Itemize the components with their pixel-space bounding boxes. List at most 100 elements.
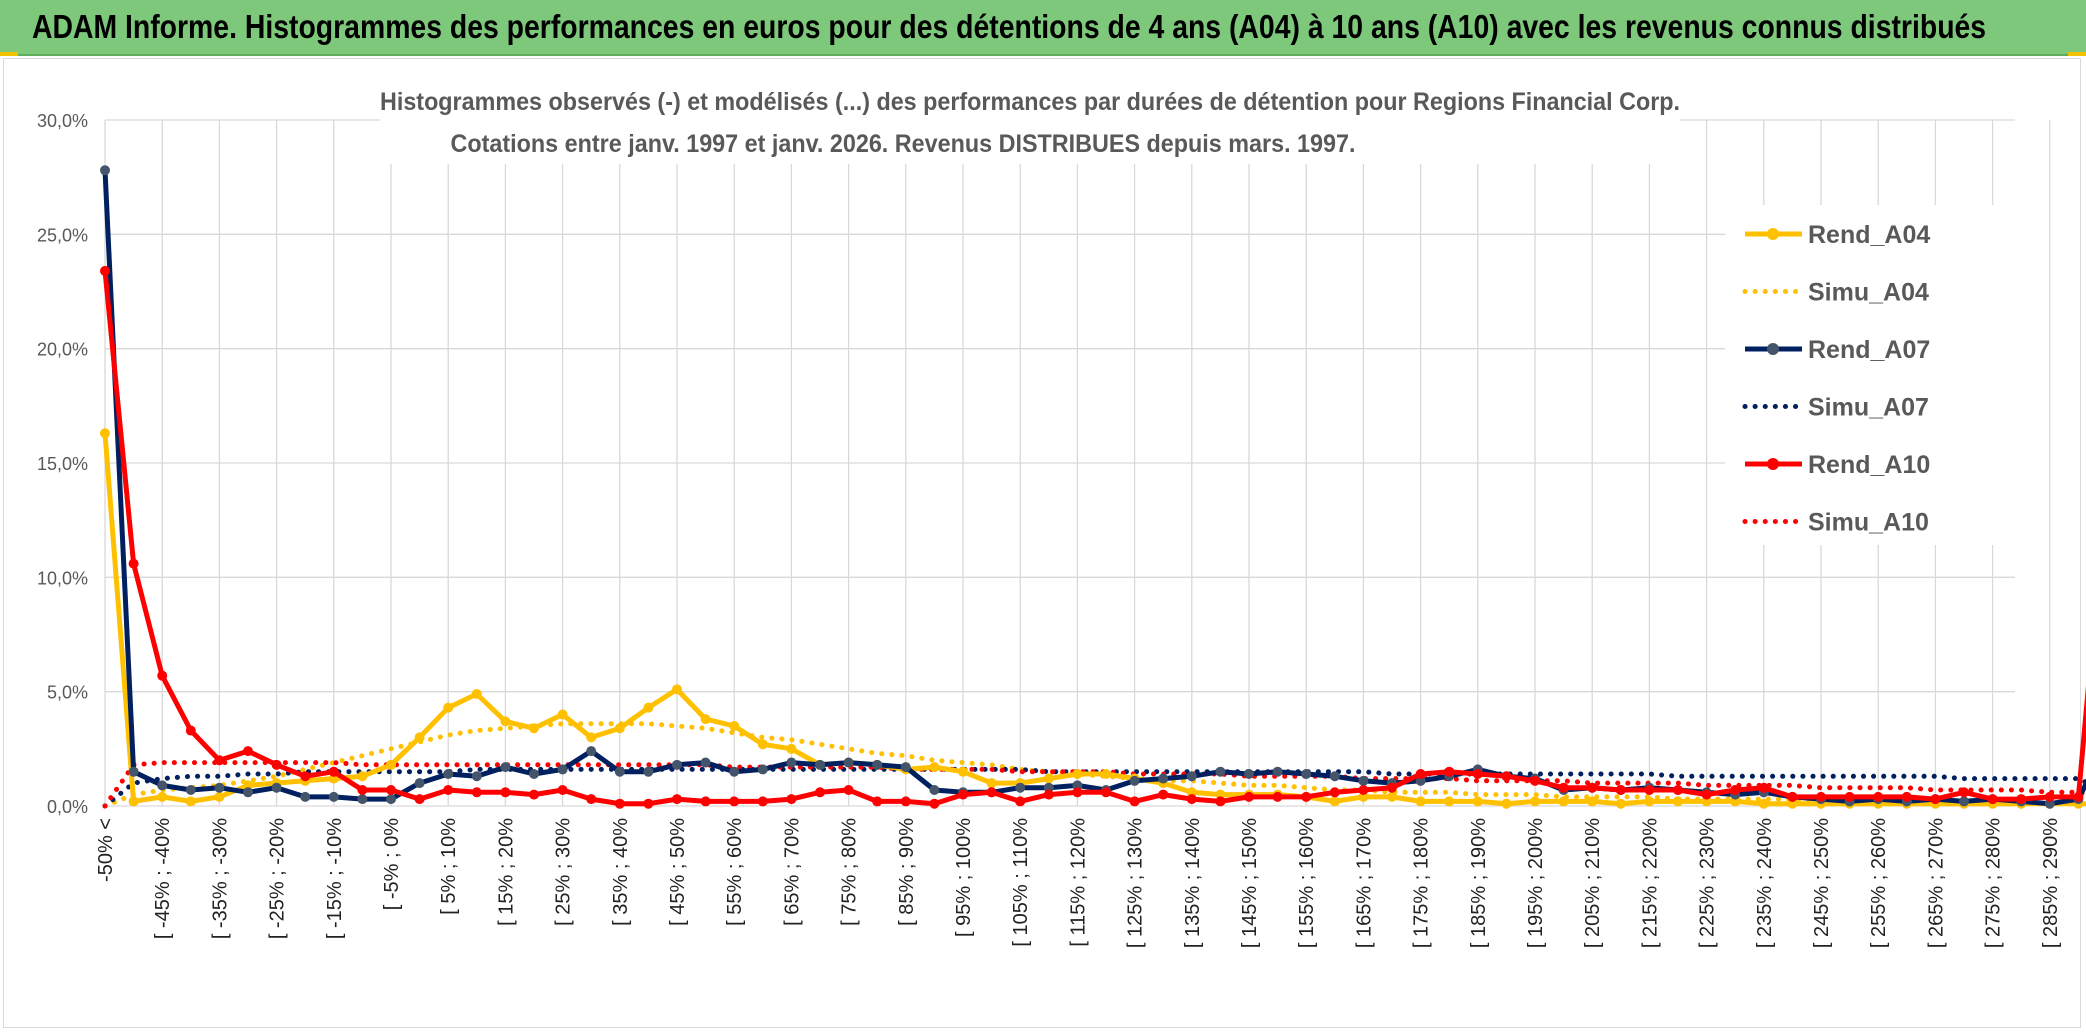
- data-point: [958, 789, 968, 800]
- data-point: [1701, 796, 1712, 807]
- legend-marker: [1767, 458, 1779, 470]
- data-point: [471, 688, 482, 699]
- x-tick-label: [ -45% ; -40%: [152, 818, 174, 939]
- data-point: [614, 798, 625, 809]
- data-point: [1644, 796, 1655, 807]
- data-point: [414, 778, 425, 789]
- x-tick-label: [ -5% ; 0%: [381, 818, 403, 910]
- data-point: [1901, 791, 1912, 802]
- x-tick-label: [ 145% ; 150%: [1239, 818, 1261, 948]
- data-point: [157, 791, 168, 802]
- data-point: [643, 798, 654, 809]
- legend-label: Rend_A10: [1808, 451, 1930, 479]
- chart-subtitle: Cotations entre janv. 1997 et janv. 2026…: [451, 130, 1356, 158]
- legend-label: Rend_A07: [1808, 336, 1930, 364]
- data-point: [1186, 771, 1197, 782]
- legend-marker: [1767, 228, 1779, 240]
- x-tick-label: [ 95% ; 100%: [953, 818, 975, 937]
- data-point: [1987, 794, 1998, 805]
- banner-title: ADAM Informe. Histogrammes des performan…: [32, 8, 1987, 45]
- legend-label: Simu_A04: [1808, 279, 1929, 307]
- y-tick-label: 20,0%: [37, 340, 88, 360]
- data-point: [1530, 775, 1540, 786]
- data-point: [757, 739, 768, 750]
- data-point: [100, 165, 110, 176]
- y-tick-label: 5,0%: [47, 683, 88, 703]
- data-point: [2044, 791, 2055, 802]
- data-point: [1329, 796, 1340, 807]
- data-point: [328, 791, 339, 802]
- series-group: [100, 165, 2086, 809]
- x-tick-label: [ 45% ; 50%: [667, 818, 689, 926]
- data-point: [1301, 791, 1312, 802]
- data-point: [1387, 791, 1397, 802]
- data-point: [1787, 798, 1798, 809]
- x-tick-label: [ 15% ; 20%: [495, 818, 517, 926]
- data-point: [643, 766, 654, 777]
- data-point: [1644, 784, 1655, 795]
- series-line: [102, 721, 2086, 809]
- data-point: [443, 768, 454, 779]
- data-point: [1101, 768, 1111, 779]
- data-point: [586, 794, 597, 805]
- data-point: [529, 723, 539, 734]
- x-tick-label: [ -25% ; -20%: [267, 818, 289, 939]
- data-point: [100, 428, 110, 439]
- data-point: [414, 794, 425, 805]
- data-point: [1329, 787, 1340, 798]
- data-point: [786, 794, 797, 805]
- data-point: [1043, 789, 1054, 800]
- data-point: [500, 762, 511, 773]
- x-tick-label: [ 135% ; 140%: [1182, 818, 1204, 948]
- data-point: [872, 759, 883, 770]
- x-tick-label: [ 125% ; 130%: [1125, 818, 1147, 948]
- data-point: [185, 796, 196, 807]
- data-point: [1158, 789, 1169, 800]
- data-point: [1472, 768, 1483, 779]
- data-point: [1758, 798, 1769, 809]
- data-point: [414, 732, 425, 743]
- data-point: [757, 796, 768, 807]
- legend-label: Simu_A10: [1808, 509, 1929, 537]
- data-point: [243, 746, 253, 757]
- data-point: [557, 764, 568, 775]
- data-point: [443, 784, 454, 795]
- data-point: [1072, 780, 1083, 791]
- data-point: [1244, 768, 1254, 779]
- x-tick-label: [ 285% ; 290%: [2040, 818, 2062, 948]
- data-point: [1415, 796, 1426, 807]
- data-point: [586, 732, 597, 743]
- data-point: [1215, 789, 1226, 800]
- data-point: [185, 784, 196, 795]
- data-point: [1615, 798, 1626, 809]
- data-point: [1673, 796, 1683, 807]
- data-point: [643, 702, 654, 713]
- data-point: [1959, 787, 1969, 798]
- x-tick-label: [ 195% ; 200%: [1525, 818, 1547, 948]
- x-tick-label: [ 245% ; 250%: [1811, 818, 1833, 948]
- data-point: [1301, 768, 1312, 779]
- x-tick-label: [ 105% ; 110%: [1010, 818, 1032, 947]
- data-point: [1587, 782, 1598, 793]
- data-point: [1272, 791, 1283, 802]
- data-point: [471, 787, 482, 798]
- x-tick-label: [ 275% ; 280%: [1983, 818, 2005, 948]
- data-point: [128, 796, 139, 807]
- title-background: [380, 78, 1680, 164]
- data-point: [1015, 796, 1026, 807]
- data-point: [243, 787, 253, 798]
- series-simu-a04: [102, 721, 2086, 809]
- x-tick-label: [ 155% ; 160%: [1296, 818, 1318, 948]
- data-point: [1358, 784, 1369, 795]
- data-point: [1415, 775, 1426, 786]
- legend-item: Simu_A04: [1742, 279, 1929, 307]
- report-banner: ADAM Informe. Histogrammes des performan…: [0, 0, 2086, 56]
- x-tick-label: [ 25% ; 30%: [553, 818, 575, 926]
- data-point: [1444, 766, 1455, 777]
- data-point: [1787, 791, 1798, 802]
- data-point: [757, 764, 768, 775]
- y-tick-label: 15,0%: [37, 454, 88, 474]
- data-point: [557, 784, 568, 795]
- data-point: [1215, 796, 1226, 807]
